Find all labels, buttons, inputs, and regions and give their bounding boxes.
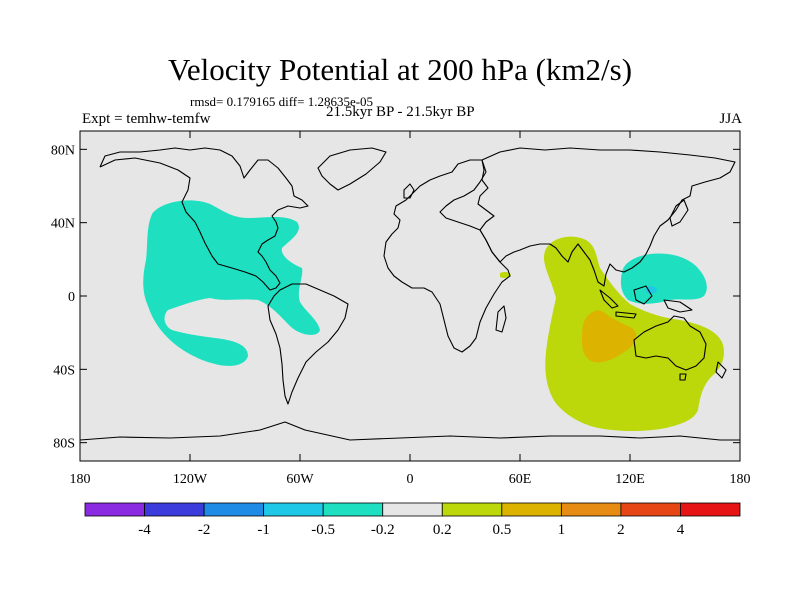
colorbar-label: 2 <box>617 522 625 538</box>
colorbar-swatch <box>382 502 443 517</box>
coastline-tasmania <box>679 373 687 381</box>
coastline-new-guinea <box>663 299 693 313</box>
x-tick-label: 120E <box>615 472 645 487</box>
anomaly-shading <box>143 200 724 431</box>
colorbar-swatch <box>203 502 265 517</box>
y-tick-label: 80S <box>53 437 75 452</box>
season-label: JJA <box>719 111 742 127</box>
colorbar: -4 -2 -1 -0.5 -0.2 0.2 0.5 1 2 4 <box>84 502 741 538</box>
colorbar-swatch <box>560 502 622 517</box>
colorbar-swatch <box>144 502 205 517</box>
colorbar-label: 4 <box>677 522 685 538</box>
colorbar-swatch <box>441 502 503 517</box>
period-label: 21.5kyr BP - 21.5kyr BP <box>326 104 475 120</box>
x-tick-label: 180 <box>70 472 91 487</box>
colorbar-swatch <box>322 502 384 517</box>
colorbar-swatch <box>620 502 681 517</box>
colorbar-label: 0.5 <box>492 522 511 538</box>
coastline-asia <box>477 147 736 287</box>
negative-region-pacific <box>143 200 320 366</box>
coastline-borneo <box>633 285 653 305</box>
colorbar-swatch <box>84 502 145 517</box>
coastline-europe-africa <box>383 159 511 353</box>
colorbar-label: 0.2 <box>433 522 452 538</box>
coastline-japan <box>669 199 689 227</box>
y-tick-label: 0 <box>68 290 75 305</box>
colorbar-swatch <box>680 502 741 517</box>
coastline-new-zealand <box>715 361 727 379</box>
x-tick-label: 180 <box>730 472 751 487</box>
axis-ticks: 80N 40N 0 40S 80S 180 120W 60W 0 60E 120E 180 <box>51 131 751 487</box>
experiment-label: Expt = temhw-temfw <box>82 111 211 127</box>
coastline-antarctica <box>80 421 740 441</box>
coastline-java <box>615 311 637 319</box>
coastline-sumatra <box>599 289 619 309</box>
negative-core-west-pacific <box>646 286 657 294</box>
y-tick-label: 80N <box>51 143 75 158</box>
coastline-madagascar <box>495 305 507 333</box>
colorbar-label: 1 <box>558 522 566 538</box>
colorbar-swatch <box>263 502 324 517</box>
coastline-north-america <box>99 147 309 291</box>
positive-core-indian-ocean <box>582 310 637 363</box>
x-tick-label: 60E <box>509 472 532 487</box>
x-tick-label: 120W <box>173 472 208 487</box>
coastline-britain <box>403 183 415 199</box>
stats-line: rmsd= 0.179165 diff= 1.28635e-05 <box>190 94 374 109</box>
colorbar-swatch <box>501 502 562 517</box>
coastline-south-america <box>267 283 349 405</box>
coastline-greenland <box>317 147 387 191</box>
colorbar-label: -1 <box>257 522 270 538</box>
colorbar-label: -4 <box>138 522 151 538</box>
colorbar-label: -2 <box>198 522 211 538</box>
x-tick-label: 60W <box>286 472 314 487</box>
map-title: Velocity Potential at 200 hPa (km2/s) <box>167 52 633 87</box>
positive-spot-horn-of-africa <box>500 271 511 279</box>
colorbar-label: -0.5 <box>311 522 335 538</box>
negative-region-west-pacific <box>620 253 707 304</box>
y-tick-label: 40N <box>51 217 75 232</box>
coastlines <box>80 147 740 441</box>
coastline-australia <box>633 315 707 371</box>
x-tick-label: 0 <box>407 472 414 487</box>
y-tick-label: 40S <box>53 363 75 378</box>
colorbar-label: -0.2 <box>371 522 395 538</box>
